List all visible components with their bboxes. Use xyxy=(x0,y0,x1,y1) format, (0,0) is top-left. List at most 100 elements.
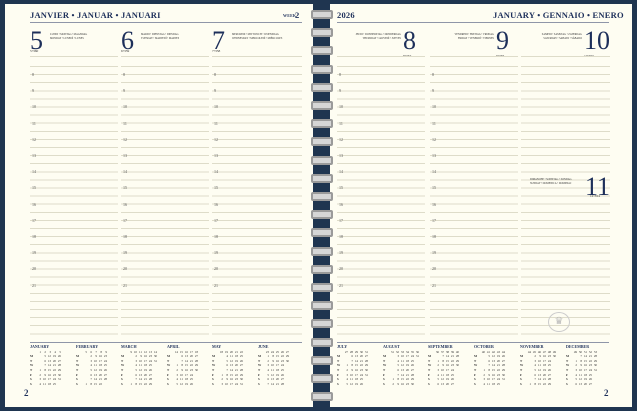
hour-label: 20 xyxy=(339,266,343,272)
weekday-row: M 2 9 16 23 30 xyxy=(121,354,165,359)
calendar-day: 25 xyxy=(189,377,193,382)
day-number: 10 xyxy=(584,26,610,55)
calendar-day: 29 xyxy=(364,363,368,368)
week-number: 2 xyxy=(44,349,46,354)
hour-label: 11 xyxy=(214,120,218,126)
calendar-day: 21 xyxy=(542,377,546,382)
weekday-initial: T xyxy=(212,367,215,372)
calendar-day: 29 xyxy=(285,354,289,359)
hour-label: 15 xyxy=(432,185,436,191)
hour-label: 19 xyxy=(214,250,218,256)
calendar-day: 10 xyxy=(400,354,404,359)
calendar-day: 25 xyxy=(496,381,500,386)
mini-calendar-may: MAY 18 19 20 21 22 M 4 11 18 25 T 5 12 19 26 W 6 13 20 27 T 7 1… xyxy=(212,344,256,387)
calendar-day: 4 xyxy=(90,363,92,368)
week-number: 34 xyxy=(405,349,409,354)
hour-label: 13 xyxy=(214,153,218,158)
hour-label: 13 xyxy=(339,153,343,158)
day-column-6[interactable] xyxy=(121,66,209,338)
hour-label: 21 xyxy=(339,282,343,288)
weekday-initial: T xyxy=(121,367,124,372)
calendar-day: 12 xyxy=(138,367,142,372)
calendar-day: 21 xyxy=(98,377,102,382)
calendar-day: 18 xyxy=(98,363,102,368)
hour-label: 20 xyxy=(432,266,436,272)
calendar-day: 12 xyxy=(349,381,353,386)
hour-label: 9 xyxy=(214,88,216,94)
mini-calendar-month: FEBRUARY xyxy=(76,344,99,349)
mini-calendar-february: FEBRUARY 5 6 7 8 9 M 2 9 16 23 T 3 10 17 24 W 4 11 18 25 T 5 12… xyxy=(76,344,120,386)
weekday-initial: M xyxy=(76,354,80,359)
weekday-initial: S xyxy=(474,381,476,386)
hour-label: 19 xyxy=(339,250,343,256)
calendar-day: 31 xyxy=(501,377,505,382)
weekday-row: S 1 8 15 22 29 xyxy=(520,382,564,387)
calendar-day: 22 xyxy=(450,358,454,363)
calendar-day: 6 xyxy=(437,381,439,386)
day-column-7[interactable] xyxy=(212,66,302,338)
mini-calendar-month: NOVEMBER xyxy=(520,344,544,349)
hour-label: 15 xyxy=(339,185,343,191)
calendar-day: 28 xyxy=(57,363,61,368)
day-column-8[interactable] xyxy=(337,66,425,338)
calendar-day: 30 xyxy=(501,372,505,377)
weekday-row: S 5 12 19 26 xyxy=(167,382,211,387)
week-label: WEEK xyxy=(283,13,297,18)
day-header-rule xyxy=(337,56,425,57)
day-column-9[interactable] xyxy=(430,66,518,338)
weekday-row: S 4 11 18 25 xyxy=(167,377,211,382)
day-number: 5 xyxy=(30,26,43,55)
day-header-rule xyxy=(521,56,610,57)
calendar-day: 5 xyxy=(534,367,536,372)
calendar-day: 20 xyxy=(445,381,449,386)
mini-calendar-september: SEPTEMBER 36 37 38 39 40 M 7 14 21 28 T 1 8 15 22 29 W 2 9 1… xyxy=(428,344,472,386)
calendar-day: 8 xyxy=(397,377,399,382)
calendar-day: 24 xyxy=(148,358,152,363)
hour-label: 14 xyxy=(123,169,127,175)
calendar-day: 16 xyxy=(583,363,587,368)
calendar-day: 23 xyxy=(450,363,454,368)
hour-label: 19 xyxy=(123,250,127,256)
calendar-day: 24 xyxy=(547,358,551,363)
calendar-day: 12 xyxy=(229,358,233,363)
day-column-5[interactable] xyxy=(30,66,118,338)
hour-label: 12 xyxy=(32,136,36,142)
calendar-day: 14 xyxy=(445,354,449,359)
day-column-10[interactable] xyxy=(521,66,610,338)
calendar-day: 23 xyxy=(189,367,193,372)
weekday-initial: T xyxy=(566,358,569,363)
calendar-day: 7 xyxy=(488,363,490,368)
weekday-initial: M xyxy=(121,354,125,359)
calendar-day: 3 xyxy=(437,367,439,372)
week-number: 5 xyxy=(59,349,61,354)
calendar-day: 21 xyxy=(234,367,238,372)
calendar-day: 9 xyxy=(272,358,274,363)
calendar-day: 24 xyxy=(189,372,193,377)
calendar-day: 5 xyxy=(488,354,490,359)
weekday-row: S 3 10 17 24 31 xyxy=(212,382,256,387)
calendar-day: 12 xyxy=(440,377,444,382)
calendar-day: 25 xyxy=(450,372,454,377)
calendar-day: 28 xyxy=(364,358,368,363)
calendar-day: 27 xyxy=(450,381,454,386)
hour-label: 15 xyxy=(214,185,218,191)
hour-label: 17 xyxy=(214,217,218,223)
weekday-initial: T xyxy=(76,367,79,372)
calendar-day: 8 xyxy=(488,367,490,372)
calendar-day: 20 xyxy=(52,358,56,363)
calendar-day: 19 xyxy=(496,354,500,359)
year-title: 2026 xyxy=(337,10,355,20)
calendar-day: 13 xyxy=(270,377,274,382)
weekday-initial: T xyxy=(258,358,261,363)
calendar-day: 27 xyxy=(194,354,198,359)
weekday-row: M 5 12 19 26 xyxy=(474,354,518,359)
week-number: 31 xyxy=(390,349,394,354)
calendar-day: 28 xyxy=(280,381,284,386)
weekday-row: M 1 8 15 22 29 xyxy=(258,354,302,359)
calendar-day: 29 xyxy=(501,367,505,372)
calendar-day: 1 xyxy=(483,367,485,372)
calendar-day: 25 xyxy=(547,363,551,368)
calendar-day: 16 xyxy=(98,354,102,359)
weekday-initial: S xyxy=(212,377,214,382)
week-number: 47 xyxy=(542,349,546,354)
